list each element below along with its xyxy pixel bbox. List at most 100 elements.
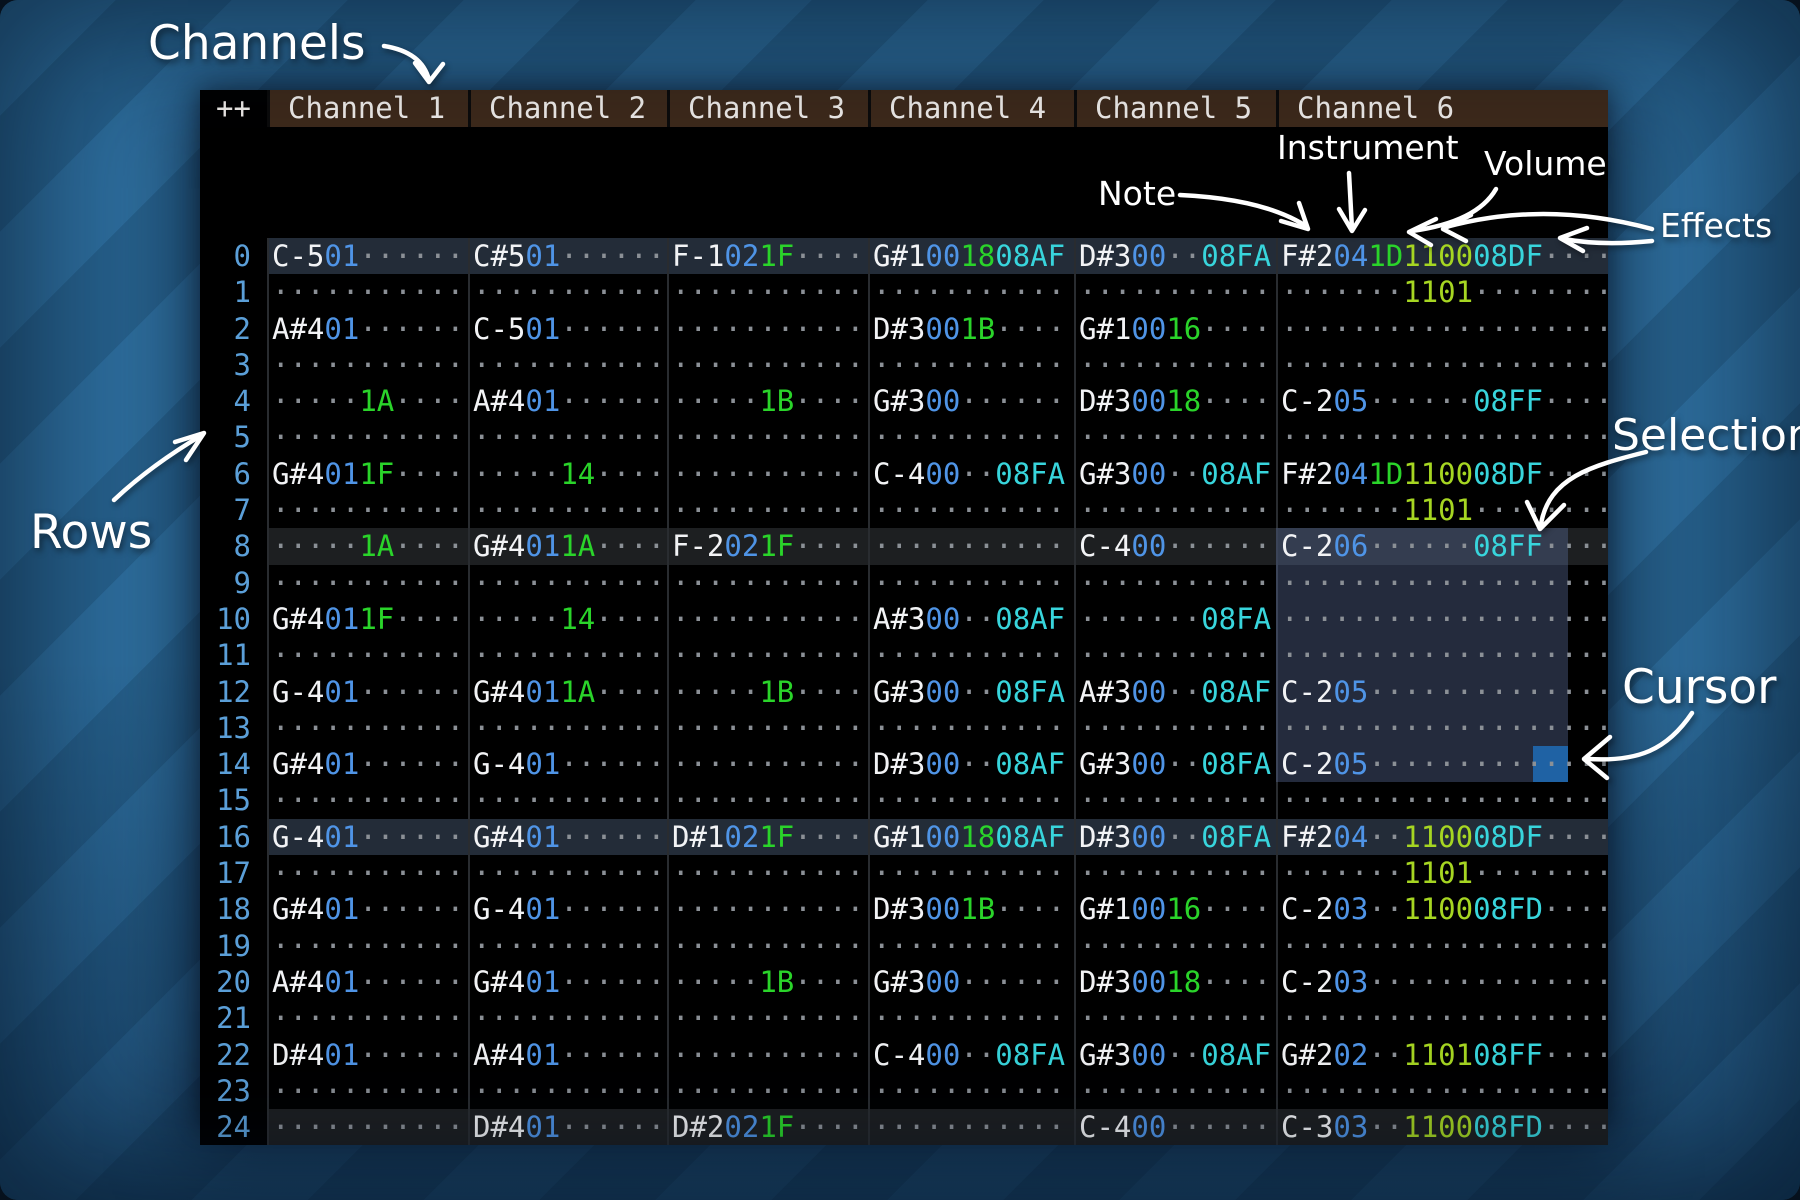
channel-header-4[interactable]: Channel 4 xyxy=(868,90,1074,127)
pattern-cell-ch2-row17[interactable]: ··········· xyxy=(468,855,667,892)
pattern-cell-ch4-row24[interactable]: ··········· xyxy=(868,1109,1074,1146)
pattern-cell-ch1-row10[interactable]: G#4011F···· xyxy=(267,600,468,638)
pattern-cell-ch5-row1[interactable]: ··········· xyxy=(1074,274,1276,311)
pattern-cell-ch5-row18[interactable]: G#10016···· xyxy=(1074,891,1276,928)
pattern-cell-ch1-row20[interactable]: A#401······ xyxy=(267,963,468,1001)
pattern-cell-ch5-row6[interactable]: G#300··08AF xyxy=(1074,455,1276,493)
pattern-cell-ch1-row4[interactable]: ·····1A···· xyxy=(267,383,468,420)
pattern-cell-ch4-row8[interactable]: ··········· xyxy=(868,528,1074,565)
pattern-cell-ch6-row9[interactable]: ··················· xyxy=(1276,564,1608,601)
pattern-cell-ch6-row16[interactable]: F#204··110008DF···· xyxy=(1276,818,1608,856)
pattern-cell-ch2-row16[interactable]: G#401······ xyxy=(468,818,667,856)
pattern-cell-ch2-row15[interactable]: ··········· xyxy=(468,782,667,819)
pattern-cell-ch2-row14[interactable]: G-401······ xyxy=(468,746,667,783)
pattern-cell-ch3-row9[interactable]: ··········· xyxy=(667,564,868,601)
pattern-cell-ch6-row12[interactable]: C-205·············· xyxy=(1276,673,1608,710)
pattern-cell-ch5-row11[interactable]: ··········· xyxy=(1074,637,1276,674)
pattern-cell-ch3-row13[interactable]: ··········· xyxy=(667,709,868,747)
pattern-cell-ch3-row23[interactable]: ··········· xyxy=(667,1072,868,1110)
pattern-cell-ch5-row9[interactable]: ··········· xyxy=(1074,564,1276,601)
pattern-cell-ch6-row22[interactable]: G#202··110108FF···· xyxy=(1276,1036,1608,1073)
pattern-cell-ch4-row23[interactable]: ··········· xyxy=(868,1072,1074,1110)
pattern-cell-ch3-row18[interactable]: ··········· xyxy=(667,891,868,928)
pattern-cell-ch3-row3[interactable]: ··········· xyxy=(667,346,868,384)
pattern-cell-ch6-row3[interactable]: ··················· xyxy=(1276,346,1608,384)
pattern-cell-ch5-row0[interactable]: D#300··08FA xyxy=(1074,238,1276,275)
pattern-cell-ch5-row5[interactable]: ··········· xyxy=(1074,419,1276,456)
pattern-cell-ch4-row6[interactable]: C-400··08FA xyxy=(868,455,1074,493)
pattern-cell-ch6-row6[interactable]: F#2041D110008DF···· xyxy=(1276,455,1608,493)
pattern-cell-ch3-row0[interactable]: F-1021F···· xyxy=(667,238,868,275)
pattern-cell-ch6-row10[interactable]: ··················· xyxy=(1276,600,1608,638)
pattern-cell-ch1-row12[interactable]: G-401······ xyxy=(267,673,468,710)
pattern-cell-ch5-row3[interactable]: ··········· xyxy=(1074,346,1276,384)
pattern-cell-ch6-row21[interactable]: ··················· xyxy=(1276,1000,1608,1037)
pattern-cell-ch4-row10[interactable]: A#300··08AF xyxy=(868,600,1074,638)
pattern-cell-ch5-row20[interactable]: D#30018···· xyxy=(1074,963,1276,1001)
pattern-cell-ch4-row7[interactable]: ··········· xyxy=(868,492,1074,529)
pattern-cell-ch6-row14[interactable]: C-205·············· xyxy=(1276,746,1608,783)
pattern-cell-ch6-row17[interactable]: ·······1101········ xyxy=(1276,855,1608,892)
pattern-cell-ch6-row15[interactable]: ··················· xyxy=(1276,782,1608,819)
pattern-cell-ch1-row19[interactable]: ··········· xyxy=(267,927,468,964)
channel-header-6[interactable]: Channel 6 xyxy=(1276,90,1608,127)
pattern-cell-ch1-row9[interactable]: ··········· xyxy=(267,564,468,601)
pattern-cell-ch4-row11[interactable]: ··········· xyxy=(868,637,1074,674)
pattern-cell-ch6-row7[interactable]: ·······1101········ xyxy=(1276,492,1608,529)
pattern-cell-ch4-row22[interactable]: C-400··08FA xyxy=(868,1036,1074,1073)
pattern-cell-ch1-row7[interactable]: ··········· xyxy=(267,492,468,529)
pattern-cell-ch2-row1[interactable]: ··········· xyxy=(468,274,667,311)
pattern-cell-ch2-row24[interactable]: D#401······ xyxy=(468,1109,667,1146)
pattern-cell-ch3-row7[interactable]: ··········· xyxy=(667,492,868,529)
pattern-cell-ch1-row21[interactable]: ··········· xyxy=(267,1000,468,1037)
pattern-cell-ch3-row16[interactable]: D#1021F···· xyxy=(667,818,868,856)
pattern-cell-ch3-row6[interactable]: ··········· xyxy=(667,455,868,493)
pattern-cell-ch1-row18[interactable]: G#401······ xyxy=(267,891,468,928)
pattern-cell-ch3-row1[interactable]: ··········· xyxy=(667,274,868,311)
pattern-cell-ch1-row3[interactable]: ··········· xyxy=(267,346,468,384)
pattern-cell-ch1-row6[interactable]: G#4011F···· xyxy=(267,455,468,493)
pattern-cell-ch3-row22[interactable]: ··········· xyxy=(667,1036,868,1073)
pattern-cell-ch1-row22[interactable]: D#401······ xyxy=(267,1036,468,1073)
pattern-cell-ch1-row8[interactable]: ·····1A···· xyxy=(267,528,468,565)
pattern-cell-ch5-row19[interactable]: ··········· xyxy=(1074,927,1276,964)
pattern-cell-ch5-row8[interactable]: C-400······ xyxy=(1074,528,1276,565)
pattern-cell-ch3-row14[interactable]: ··········· xyxy=(667,746,868,783)
pattern-cell-ch3-row19[interactable]: ··········· xyxy=(667,927,868,964)
pattern-cell-ch1-row0[interactable]: C-501······ xyxy=(267,238,468,275)
pattern-cell-ch4-row17[interactable]: ··········· xyxy=(868,855,1074,892)
pattern-cell-ch6-row1[interactable]: ·······1101········ xyxy=(1276,274,1608,311)
pattern-cell-ch4-row20[interactable]: G#300······ xyxy=(868,963,1074,1001)
pattern-cell-ch5-row12[interactable]: A#300··08AF xyxy=(1074,673,1276,710)
pattern-cell-ch3-row2[interactable]: ··········· xyxy=(667,310,868,347)
pattern-cell-ch5-row2[interactable]: G#10016···· xyxy=(1074,310,1276,347)
pattern-cell-ch2-row0[interactable]: C#501······ xyxy=(468,238,667,275)
pattern-cell-ch5-row10[interactable]: ·······08FA xyxy=(1074,600,1276,638)
pattern-cell-ch2-row7[interactable]: ··········· xyxy=(468,492,667,529)
pattern-cell-ch5-row13[interactable]: ··········· xyxy=(1074,709,1276,747)
pattern-cell-ch5-row15[interactable]: ··········· xyxy=(1074,782,1276,819)
pattern-cell-ch2-row19[interactable]: ··········· xyxy=(468,927,667,964)
pattern-cell-ch3-row5[interactable]: ··········· xyxy=(667,419,868,456)
pattern-cell-ch4-row13[interactable]: ··········· xyxy=(868,709,1074,747)
pattern-cell-ch6-row8[interactable]: C-206······08FF···· xyxy=(1276,528,1608,565)
pattern-cell-ch6-row11[interactable]: ··················· xyxy=(1276,637,1608,674)
pattern-cell-ch6-row0[interactable]: F#2041D110008DF···· xyxy=(1276,238,1608,275)
pattern-cell-ch2-row4[interactable]: A#401······ xyxy=(468,383,667,420)
pattern-corner-button[interactable]: ++ xyxy=(200,90,267,127)
pattern-cell-ch4-row15[interactable]: ··········· xyxy=(868,782,1074,819)
pattern-cell-ch3-row20[interactable]: ·····1B···· xyxy=(667,963,868,1001)
pattern-cell-ch3-row4[interactable]: ·····1B···· xyxy=(667,383,868,420)
pattern-cell-ch5-row14[interactable]: G#300··08FA xyxy=(1074,746,1276,783)
pattern-cell-ch2-row23[interactable]: ··········· xyxy=(468,1072,667,1110)
pattern-cell-ch5-row21[interactable]: ··········· xyxy=(1074,1000,1276,1037)
channel-header-3[interactable]: Channel 3 xyxy=(667,90,868,127)
pattern-cell-ch4-row2[interactable]: D#3001B···· xyxy=(868,310,1074,347)
pattern-cell-ch6-row5[interactable]: ··················· xyxy=(1276,419,1608,456)
pattern-cell-ch5-row16[interactable]: D#300··08FA xyxy=(1074,818,1276,856)
channel-header-1[interactable]: Channel 1 xyxy=(267,90,468,127)
pattern-cell-ch2-row10[interactable]: ·····14···· xyxy=(468,600,667,638)
pattern-cell-ch2-row5[interactable]: ··········· xyxy=(468,419,667,456)
pattern-cell-ch1-row2[interactable]: A#401······ xyxy=(267,310,468,347)
pattern-cell-ch1-row15[interactable]: ··········· xyxy=(267,782,468,819)
